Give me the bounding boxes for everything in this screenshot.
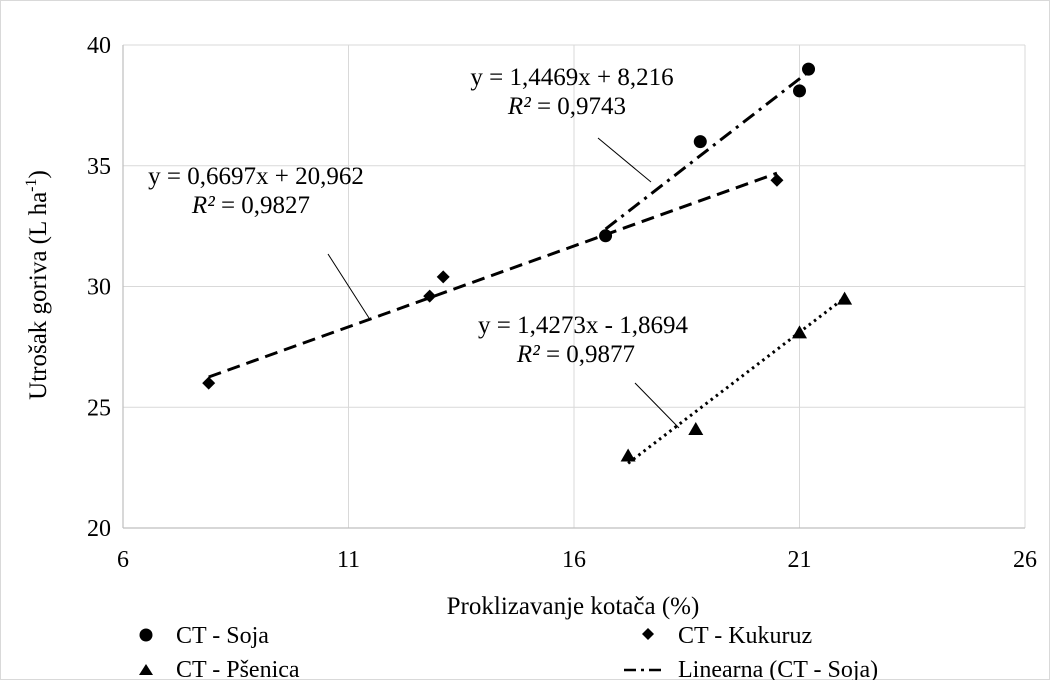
point-soja bbox=[802, 62, 816, 76]
legend-label-soja: CT - Soja bbox=[176, 623, 269, 649]
point-psenica bbox=[792, 325, 807, 339]
point-soja bbox=[599, 229, 613, 243]
r2-soja: R² = 0,9743 bbox=[507, 93, 626, 120]
data-points bbox=[202, 62, 853, 462]
equation-psenica: y = 1,4273x - 1,8694 bbox=[478, 312, 688, 339]
leader-line-soja bbox=[597, 137, 652, 183]
gridlines bbox=[123, 44, 1026, 528]
annotation-soja: y = 1,4469x + 8,216 R² = 0,9743 bbox=[470, 64, 674, 183]
annotation-psenica: y = 1,4273x - 1,8694 R² = 0,9877 bbox=[478, 312, 688, 429]
point-kukuruz bbox=[770, 173, 784, 187]
axes bbox=[122, 45, 1025, 529]
y-tick-label: 25 bbox=[87, 395, 111, 421]
x-tick-label: 6 bbox=[117, 547, 129, 573]
r2-kukuruz: R² = 0,9827 bbox=[191, 192, 310, 219]
y-tick-label: 20 bbox=[87, 516, 111, 542]
y-tick-label: 35 bbox=[87, 154, 111, 180]
point-kukuruz bbox=[423, 289, 437, 303]
y-tick-label: 30 bbox=[87, 275, 111, 301]
point-psenica bbox=[837, 291, 853, 305]
trendlines bbox=[208, 70, 846, 465]
leader-line-psenica bbox=[634, 382, 680, 429]
point-kukuruz bbox=[436, 270, 450, 284]
legend-label-linearna-soja: Linearna (CT - Soja) bbox=[678, 657, 878, 680]
x-tick-label: 16 bbox=[562, 547, 586, 573]
equation-kukuruz: y = 0,6697x + 20,962 bbox=[148, 163, 364, 190]
equation-soja: y = 1,4469x + 8,216 bbox=[470, 64, 673, 91]
point-psenica bbox=[620, 448, 636, 462]
x-tick-label: 21 bbox=[788, 547, 812, 573]
legend-marker-kukuruz bbox=[642, 628, 654, 640]
y-axis-title: Utrošak goriva (L ha-1) bbox=[23, 170, 52, 400]
x-tick-label: 11 bbox=[337, 547, 360, 573]
legend-marker-psenica bbox=[139, 664, 153, 675]
legend-marker-soja bbox=[139, 628, 153, 642]
y-tick-label: 40 bbox=[87, 33, 111, 59]
trendline-soja bbox=[604, 70, 810, 231]
trendline-kukuruz bbox=[208, 171, 778, 379]
legend-label-kukuruz: CT - Kukuruz bbox=[678, 623, 812, 649]
r2-psenica: R² = 0,9877 bbox=[516, 341, 635, 368]
x-axis-title: Proklizavanje kotača (%) bbox=[447, 593, 700, 620]
leader-line-kukuruz bbox=[327, 253, 370, 319]
legend: CT - Soja CT - Kukuruz CT - Pšenica Line… bbox=[139, 623, 878, 680]
legend-label-psenica: CT - Pšenica bbox=[176, 657, 300, 680]
annotation-kukuruz: y = 0,6697x + 20,962 R² = 0,9827 bbox=[148, 163, 370, 319]
point-kukuruz bbox=[202, 376, 216, 390]
point-soja bbox=[793, 84, 806, 98]
x-tick-label: 26 bbox=[1013, 547, 1037, 573]
tick-labels: 20 25 30 35 40 6 11 16 21 26 bbox=[87, 33, 1037, 573]
point-soja bbox=[693, 135, 707, 149]
point-psenica bbox=[688, 421, 704, 435]
